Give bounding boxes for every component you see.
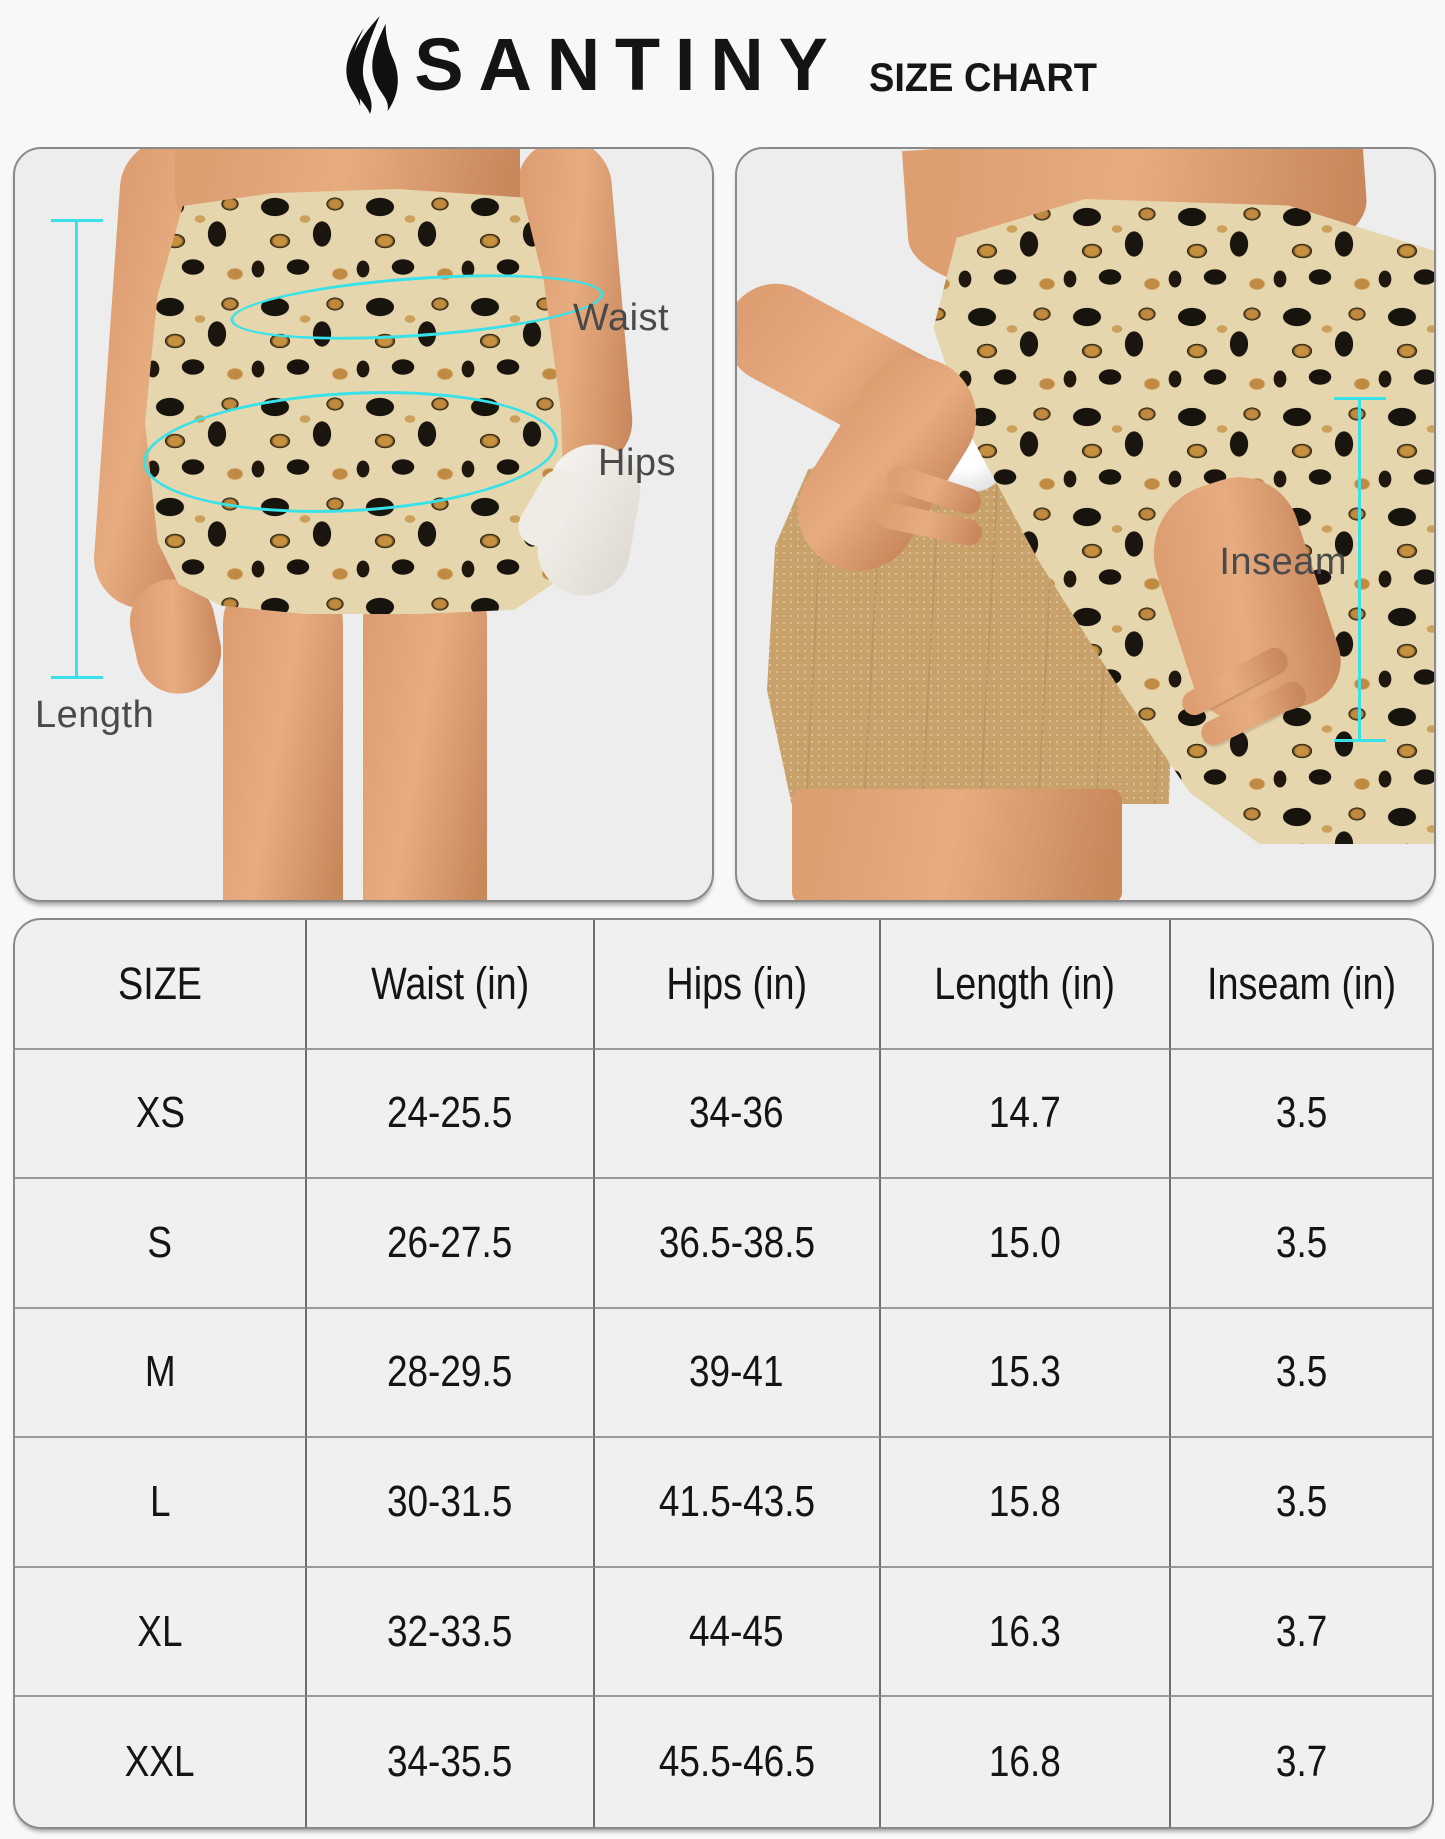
size-label-cell: S (15, 1179, 307, 1309)
cell-value: 26-27.5 (387, 1217, 513, 1267)
size-label-cell: L (15, 1438, 307, 1568)
waist-label: Waist (573, 297, 670, 339)
model-leg (363, 557, 487, 900)
table-cell: 15.3 (880, 1308, 1172, 1439)
cell-value: 15.8 (989, 1477, 1061, 1527)
length-measure-cap (51, 219, 103, 222)
cell-value: 15.3 (989, 1347, 1061, 1397)
cell-value: L (149, 1477, 171, 1527)
page-title: SIZE CHART (868, 55, 1097, 100)
table-cell: 3.7 (1171, 1697, 1432, 1827)
cell-value: 3.5 (1275, 1088, 1328, 1138)
cell-value: 16.8 (989, 1737, 1061, 1787)
cell-value: 3.5 (1275, 1477, 1328, 1527)
size-label-cell: XS (15, 1049, 307, 1180)
leopard-skirt (145, 189, 565, 614)
table-cell: 41.5-43.5 (594, 1438, 881, 1568)
size-table: SIZE Waist (in) Hips (in) Length (in) In… (13, 918, 1434, 1829)
size-label-cell: XXL (15, 1697, 307, 1827)
cell-value: 28-29.5 (387, 1347, 513, 1397)
cell-value: 3.7 (1275, 1606, 1328, 1656)
table-cell: 16.3 (880, 1567, 1172, 1698)
cell-value: 14.7 (989, 1088, 1061, 1138)
front-view-photo: Waist Hips Length (13, 147, 714, 902)
table-cell: 39-41 (594, 1308, 881, 1439)
table-cell: 14.7 (880, 1049, 1172, 1180)
table-cell: 3.5 (1171, 1309, 1432, 1439)
cell-value: 45.5-46.5 (658, 1737, 815, 1787)
brand-name: SANTINY (414, 23, 843, 106)
table-cell: 30-31.5 (306, 1438, 595, 1568)
table-cell: 28-29.5 (306, 1308, 595, 1439)
brand-flame-icon (346, 15, 399, 115)
cell-value: XXL (125, 1737, 195, 1787)
table-cell: 3.5 (1171, 1438, 1432, 1568)
col-header-hips: Hips (in) (594, 920, 881, 1050)
cell-value: 3.5 (1275, 1347, 1328, 1397)
col-header-label: SIZE (117, 957, 202, 1009)
col-header-size: SIZE (15, 920, 307, 1050)
col-header-label: Waist (in) (370, 957, 529, 1009)
inseam-measure-cap (1334, 739, 1386, 742)
col-header-label: Inseam (in) (1207, 957, 1397, 1009)
cell-value: 3.5 (1275, 1217, 1328, 1267)
col-header-length: Length (in) (880, 920, 1172, 1050)
size-label-cell: M (15, 1308, 307, 1439)
inseam-measure-line (1358, 397, 1361, 742)
cell-value: 16.3 (989, 1606, 1061, 1656)
table-cell: 3.5 (1171, 1179, 1432, 1309)
cell-value: 24-25.5 (387, 1088, 513, 1138)
table-cell: 16.8 (881, 1697, 1172, 1827)
cell-value: XL (137, 1606, 183, 1656)
inseam-label: Inseam (1219, 541, 1347, 583)
length-label: Length (35, 694, 155, 736)
table-cell: 44-45 (594, 1567, 881, 1698)
table-cell: 24-25.5 (306, 1049, 595, 1180)
table-cell: 34-35.5 (307, 1697, 595, 1827)
cell-value: 15.0 (989, 1217, 1061, 1267)
inseam-measure-cap (1334, 397, 1386, 400)
cell-value: 39-41 (689, 1347, 784, 1397)
cell-value: 34-36 (689, 1088, 784, 1138)
size-label-cell: XL (15, 1567, 307, 1698)
length-measure-line (75, 219, 78, 679)
model-leg (223, 564, 343, 900)
table-cell: 36.5-38.5 (594, 1179, 881, 1309)
table-cell: 45.5-46.5 (595, 1697, 881, 1827)
cell-value: S (147, 1217, 173, 1267)
table-cell: 26-27.5 (306, 1179, 595, 1309)
cell-value: 44-45 (689, 1606, 784, 1656)
table-cell: 32-33.5 (306, 1567, 595, 1698)
col-header-waist: Waist (in) (306, 920, 595, 1050)
cell-value: 3.7 (1275, 1737, 1328, 1787)
col-header-label: Hips (in) (666, 957, 808, 1009)
cell-value: M (144, 1347, 176, 1397)
table-cell: 3.5 (1171, 1050, 1432, 1180)
table-cell: 34-36 (594, 1049, 881, 1180)
hips-label: Hips (598, 442, 677, 484)
cell-value: 30-31.5 (387, 1477, 513, 1527)
length-measure-cap (51, 676, 103, 679)
model-leg (792, 789, 1122, 900)
brand-lockup: SANTINY (336, 14, 842, 116)
cell-value: 34-35.5 (387, 1737, 513, 1787)
col-header-inseam: Inseam (in) (1171, 920, 1432, 1050)
side-view-photo: Inseam (735, 147, 1436, 902)
table-cell: 3.7 (1171, 1568, 1432, 1698)
cell-value: 36.5-38.5 (658, 1217, 815, 1267)
table-cell: 15.0 (880, 1179, 1172, 1309)
cell-value: 32-33.5 (387, 1606, 513, 1656)
cell-value: 41.5-43.5 (658, 1477, 815, 1527)
table-cell: 15.8 (880, 1438, 1172, 1568)
col-header-label: Length (in) (934, 957, 1116, 1009)
header: SANTINY SIZE CHART (0, 6, 1445, 124)
cell-value: XS (135, 1088, 185, 1138)
